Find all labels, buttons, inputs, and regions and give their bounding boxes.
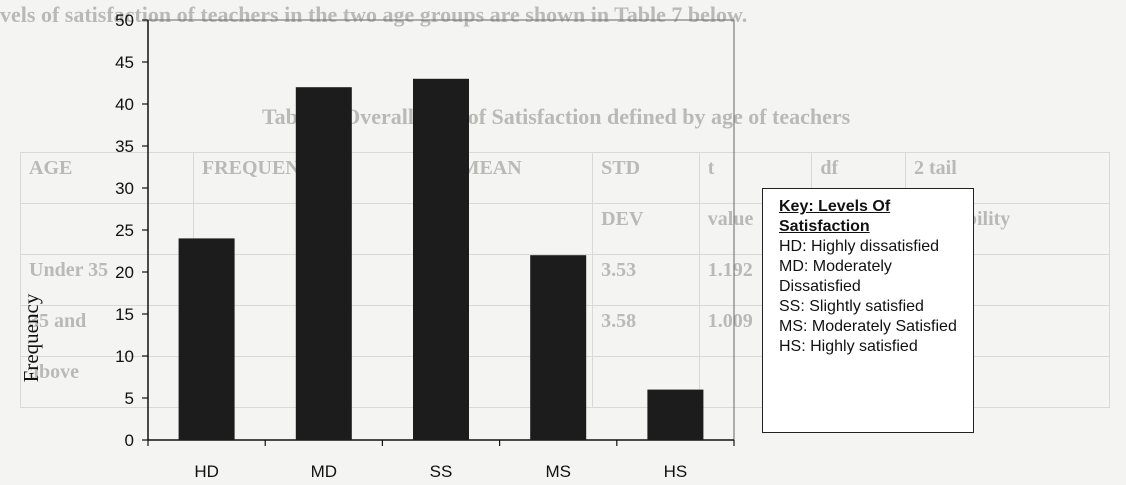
y-tick-label: 15 bbox=[115, 305, 134, 324]
y-tick-label: 20 bbox=[115, 263, 134, 282]
x-tick-label: MD bbox=[311, 462, 337, 481]
x-tick-label: HS bbox=[664, 462, 688, 481]
background-table-cell: AGE bbox=[20, 152, 194, 204]
plot-area: 0 5 10 15 20 25 30 35 40 45 50 HD MD SS MS HS bbox=[115, 11, 735, 481]
y-tick-label: 45 bbox=[115, 53, 134, 72]
background-text-line: vels of satisfaction of teachers in the … bbox=[0, 2, 748, 27]
legend-box: Key: Levels Of Satisfaction HD: Highly d… bbox=[762, 188, 974, 433]
legend-item: HS: Highly satisfied bbox=[779, 338, 918, 355]
legend-item: MD: Moderately Dissatisfied bbox=[779, 258, 892, 295]
background-table-cell: above bbox=[20, 356, 194, 408]
y-tick-label: 5 bbox=[125, 389, 134, 408]
background-table-cell: 3.53 bbox=[592, 254, 700, 306]
x-tick-label: SS bbox=[430, 462, 453, 481]
y-tick-label: 30 bbox=[115, 179, 134, 198]
bar-hs bbox=[647, 389, 704, 440]
bar-ss bbox=[413, 78, 469, 441]
legend-items: HD: Highly dissatisfied MD: Moderately Di… bbox=[779, 237, 963, 357]
legend-item: MS: Moderately Satisfied bbox=[779, 318, 957, 335]
background-table-cell: Under 35 bbox=[20, 254, 194, 306]
legend-title: Key: Levels Of Satisfaction bbox=[779, 198, 891, 235]
background-table-cell: t bbox=[698, 152, 813, 204]
y-tick-label: 40 bbox=[115, 95, 134, 114]
bar-md bbox=[295, 87, 352, 440]
bar-hd bbox=[178, 238, 235, 440]
legend-item: HD: Highly dissatisfied bbox=[779, 238, 940, 255]
y-tick-label: 35 bbox=[115, 137, 134, 156]
x-tick-label: MS bbox=[545, 462, 571, 481]
y-tick-label: 50 bbox=[115, 11, 134, 30]
y-tick-label: 25 bbox=[115, 221, 134, 240]
y-tick-label: 10 bbox=[115, 347, 134, 366]
x-tick-label: HD bbox=[194, 462, 219, 481]
background-table-cell: MEAN bbox=[451, 152, 594, 204]
background-table-caption: Table 7: Overall level of Satisfaction d… bbox=[262, 104, 851, 129]
bar-ms bbox=[530, 255, 587, 440]
background-table-cell: 35 and bbox=[20, 305, 194, 357]
legend-item: SS: Slightly satisfied bbox=[779, 298, 924, 315]
y-axis-title: Frequency bbox=[19, 293, 43, 382]
y-tick-label: 0 bbox=[125, 431, 134, 450]
